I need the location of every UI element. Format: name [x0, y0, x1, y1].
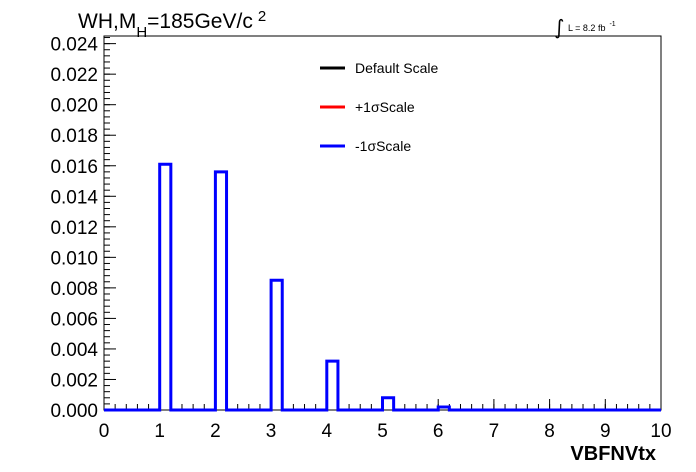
- luminosity-label: ∫ L = 8.2 fb -1: [554, 15, 616, 39]
- luminosity-superscript: -1: [609, 21, 615, 28]
- legend-label: +1σScale: [355, 99, 415, 115]
- x-tick-label: 6: [433, 421, 444, 442]
- title-rest: =185GeV/c: [147, 10, 253, 33]
- plot-frame: [103, 35, 662, 411]
- integral-symbol: ∫: [554, 15, 564, 39]
- y-tick-label: 0.024: [50, 35, 98, 56]
- x-axis: 0 1 2 3 4 5 6 7 8 9 10: [99, 399, 672, 442]
- title-subscript: H: [136, 24, 147, 41]
- y-tick-label: 0.012: [50, 218, 98, 239]
- x-tick-label: 2: [210, 421, 221, 442]
- y-tick-label: 0.002: [50, 370, 98, 391]
- x-tick-label: 3: [266, 421, 277, 442]
- y-tick-label: 0.006: [50, 309, 98, 330]
- y-tick-label: 0.014: [50, 187, 98, 208]
- y-tick-label: 0.008: [50, 279, 98, 300]
- x-tick-label: 10: [650, 421, 671, 442]
- y-axis: 0.000 0.002 0.004 0.006 0.008 0.010 0.012 0.014…: [50, 35, 116, 422]
- legend-label: -1σScale: [355, 138, 411, 154]
- y-tick-label: 0.016: [50, 157, 98, 178]
- x-tick-label: 0: [99, 421, 110, 442]
- svg-text:WH,MH=185GeV/c2: WH,MH=185GeV/c 2: [78, 8, 266, 41]
- x-tick-label: 9: [600, 421, 611, 442]
- x-tick-label: 1: [154, 421, 165, 442]
- legend: Default Scale +1σScale -1σScale: [320, 60, 438, 154]
- histogram-line: [104, 162, 661, 412]
- svg-text:L = 8.2 fb-1: L = 8.2 fb -1: [568, 21, 616, 33]
- x-tick-label: 7: [489, 421, 500, 442]
- x-tick-label: 4: [322, 421, 333, 442]
- y-tick-label: 0.004: [50, 340, 98, 361]
- x-tick-label: 5: [377, 421, 388, 442]
- chart-title: WH,MH=185GeV/c 2: [78, 8, 266, 41]
- legend-label: Default Scale: [355, 60, 438, 76]
- title-main: WH,M: [78, 10, 136, 33]
- x-axis-label: VBFNVtx: [570, 443, 656, 465]
- y-tick-label: 0.022: [50, 65, 98, 86]
- luminosity-text: L = 8.2 fb: [568, 23, 605, 33]
- y-tick-label: 0.000: [50, 401, 98, 422]
- y-tick-label: 0.020: [50, 96, 98, 117]
- title-superscript: 2: [258, 8, 266, 25]
- y-tick-label: 0.010: [50, 248, 98, 269]
- y-tick-label: 0.018: [50, 126, 98, 147]
- x-tick-label: 8: [544, 421, 555, 442]
